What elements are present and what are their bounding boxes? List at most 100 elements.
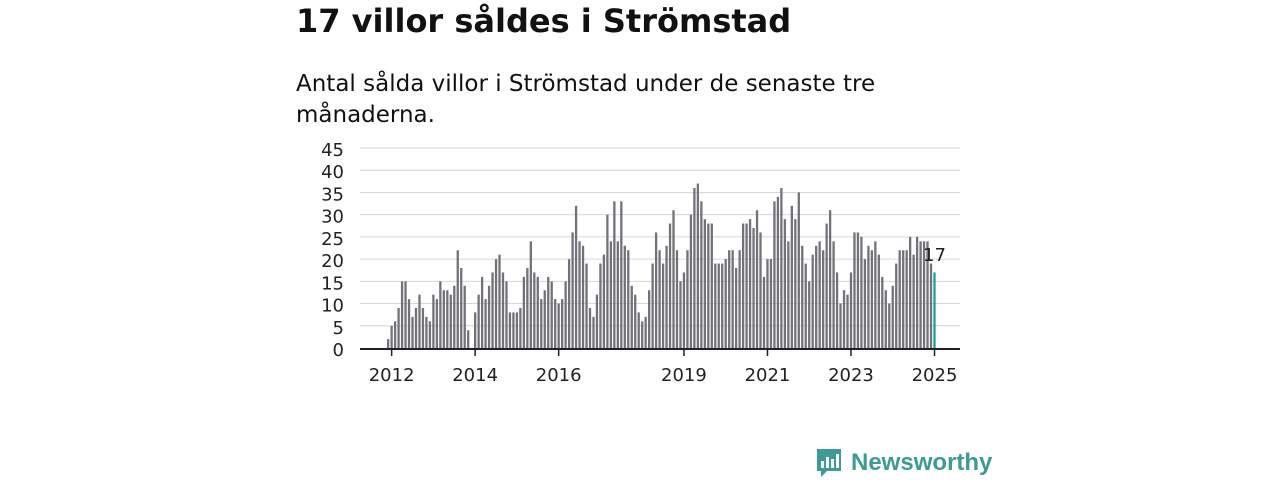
bar [801, 245, 804, 348]
chart-subtitle: Antal sålda villor i Strömstad under de … [296, 71, 876, 128]
bar [522, 276, 526, 348]
bar [390, 325, 393, 348]
bar [811, 254, 814, 348]
bar [679, 281, 682, 348]
bar [835, 272, 839, 348]
bar [460, 268, 463, 348]
bar [884, 290, 887, 348]
bar [474, 312, 477, 348]
y-tick-label: 15 [321, 273, 344, 294]
bar [606, 214, 609, 348]
bar [762, 276, 766, 348]
bar [585, 263, 588, 348]
bar [491, 272, 494, 348]
bar [738, 250, 741, 348]
bar [735, 268, 738, 348]
bar [554, 299, 557, 348]
newsworthy-logo-icon [817, 449, 841, 477]
bar [794, 219, 797, 348]
bar [498, 254, 501, 348]
x-tick-label: 2021 [745, 365, 791, 386]
bar [741, 223, 745, 348]
bar [714, 263, 717, 348]
bar [644, 316, 647, 348]
bar [922, 241, 926, 348]
bar [581, 245, 585, 348]
bar [543, 290, 546, 348]
bar [710, 223, 713, 348]
bar [564, 281, 567, 348]
bar [891, 285, 894, 348]
bar [630, 285, 633, 348]
bar [578, 241, 581, 348]
bar [790, 205, 793, 348]
bar [926, 241, 929, 348]
bar [588, 308, 592, 348]
newsworthy-logo: Newsworthy [815, 447, 992, 479]
bar [919, 241, 922, 348]
bar [480, 276, 484, 348]
bar [689, 214, 693, 348]
bar [428, 321, 432, 348]
bar [700, 201, 703, 348]
x-tick-label: 2016 [536, 365, 582, 386]
bar [574, 205, 578, 348]
bar [536, 276, 539, 348]
bar [888, 303, 891, 348]
bar [877, 254, 880, 348]
bar [453, 285, 456, 348]
bar [787, 241, 790, 348]
bar [808, 281, 811, 348]
bar [414, 308, 418, 348]
bar [550, 281, 553, 348]
bar [707, 223, 710, 348]
bar [637, 312, 640, 348]
bar [623, 245, 626, 348]
bar [818, 241, 821, 348]
bar [696, 183, 700, 348]
bar [672, 210, 675, 348]
bar [616, 241, 619, 348]
x-tick-label: 2025 [912, 365, 958, 386]
bar [783, 219, 787, 348]
bar [909, 236, 912, 348]
bar [773, 201, 776, 348]
bar [400, 281, 404, 348]
brand-name: Newsworthy [851, 449, 993, 476]
bar [748, 219, 752, 348]
data-labels: 17 [923, 245, 946, 266]
y-tick-label: 30 [321, 207, 344, 228]
bar [842, 290, 846, 348]
bars [387, 183, 936, 348]
y-tick-label: 25 [321, 229, 344, 250]
bar [728, 250, 731, 348]
bar [898, 250, 901, 348]
bar [661, 263, 665, 348]
bar [915, 236, 919, 348]
y-tick-label: 0 [333, 340, 344, 361]
bar [902, 250, 905, 348]
bar [613, 201, 616, 348]
y-tick-label: 35 [321, 184, 344, 205]
bar [547, 276, 550, 348]
x-tick-label: 2019 [661, 365, 707, 386]
bar [776, 196, 780, 348]
y-tick-label: 5 [333, 318, 344, 339]
bar [592, 316, 595, 348]
bar [571, 232, 574, 348]
bar [752, 228, 755, 348]
bar [867, 245, 870, 348]
bar [863, 259, 867, 348]
bar [411, 316, 414, 348]
y-tick-label: 45 [321, 140, 344, 161]
y-tick-label: 20 [321, 251, 344, 272]
x-axis-ticks: 2012 2014 2016 2019 2021 2023 2025 [369, 350, 958, 386]
bar [745, 223, 748, 348]
bar [567, 259, 571, 348]
bar [665, 245, 668, 348]
bar [766, 259, 769, 348]
bar [425, 316, 428, 348]
bar [393, 321, 397, 348]
bar [731, 250, 734, 348]
